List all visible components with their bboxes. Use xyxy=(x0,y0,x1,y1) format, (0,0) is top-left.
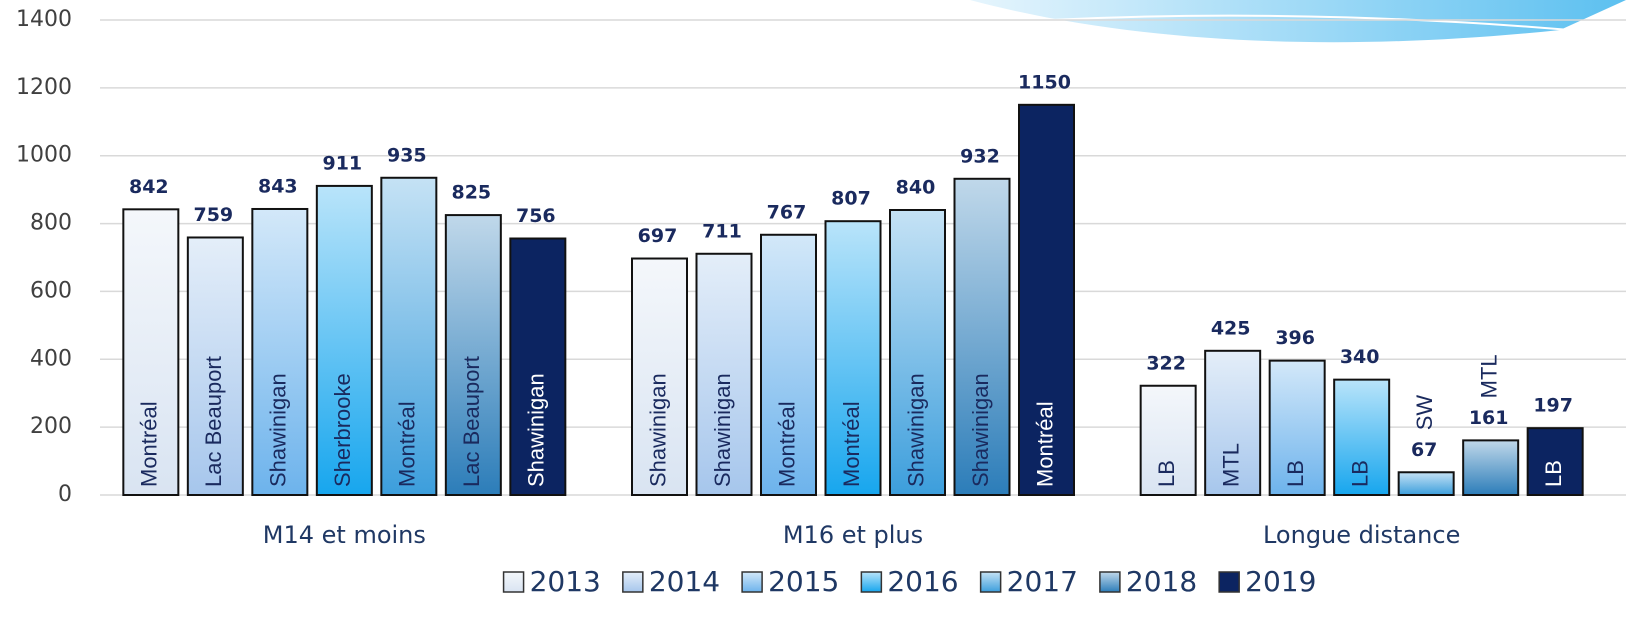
bar-label: MTL xyxy=(1476,354,1501,398)
value-label: 161 xyxy=(1469,407,1509,429)
legend-swatch xyxy=(741,571,763,593)
legend-item: 2019 xyxy=(1218,565,1316,598)
bar xyxy=(953,177,1011,497)
bar-label: Lac Beauport xyxy=(459,356,484,487)
value-label: 932 xyxy=(960,145,1000,167)
value-label: 1150 xyxy=(1018,71,1071,93)
x-tick-label: Longue distance xyxy=(1263,521,1460,549)
value-label: 840 xyxy=(896,177,936,199)
decoration xyxy=(970,0,1626,43)
bar-label: Montréal xyxy=(774,401,799,487)
bar xyxy=(186,236,244,496)
legend-swatch xyxy=(1099,571,1121,593)
bar-label: Shawinigan xyxy=(524,373,549,487)
y-tick-label: 600 xyxy=(30,278,72,303)
value-label: 67 xyxy=(1411,439,1437,461)
value-label: 425 xyxy=(1211,317,1251,339)
bar-label: Shawinigan xyxy=(266,373,291,487)
value-label: 842 xyxy=(129,176,169,198)
decoration xyxy=(1049,14,1626,36)
bar-label: LB xyxy=(1347,460,1372,487)
legend-swatch xyxy=(1218,571,1240,593)
value-label: 197 xyxy=(1533,395,1573,417)
legend-item: 2015 xyxy=(741,565,839,598)
bar-label: Shawinigan xyxy=(968,373,993,487)
legend-item: 2018 xyxy=(1099,565,1197,598)
bar xyxy=(1139,384,1197,496)
y-tick-label: 800 xyxy=(30,211,72,236)
bar-label: Montréal xyxy=(1032,401,1057,487)
legend-swatch xyxy=(860,571,883,593)
bar xyxy=(380,176,438,496)
value-label: 935 xyxy=(387,144,427,166)
bar xyxy=(122,208,180,496)
bar xyxy=(1397,471,1455,496)
value-label: 843 xyxy=(258,175,298,197)
y-tick-label: 0 xyxy=(58,482,72,507)
value-label: 340 xyxy=(1340,346,1380,368)
bar xyxy=(824,220,882,496)
legend-label: 2015 xyxy=(768,565,839,598)
bar xyxy=(1018,103,1075,496)
legend-swatch xyxy=(502,571,525,593)
bar-label: Shawinigan xyxy=(710,373,735,487)
bar xyxy=(1268,359,1326,496)
legend-item: 2014 xyxy=(622,565,720,598)
legend-item: 2013 xyxy=(502,565,601,598)
bar-label: SW xyxy=(1412,395,1437,431)
bar xyxy=(1204,349,1262,496)
bar xyxy=(760,233,817,496)
bar xyxy=(1526,427,1584,496)
legend-label: 2013 xyxy=(530,565,601,598)
value-label: 322 xyxy=(1146,352,1186,374)
legend-label: 2016 xyxy=(887,565,958,598)
legend-item: 2017 xyxy=(979,565,1078,598)
value-label: 807 xyxy=(831,188,871,210)
y-tick-label: 1400 xyxy=(16,7,72,32)
y-tick-label: 1000 xyxy=(16,143,72,168)
bar-label: Montréal xyxy=(395,401,420,487)
value-label: 396 xyxy=(1275,327,1315,349)
bar-label: LB xyxy=(1541,460,1566,487)
bar xyxy=(889,209,946,496)
value-label: 767 xyxy=(767,201,807,223)
value-label: 911 xyxy=(322,152,362,174)
bar-label: MTL xyxy=(1218,443,1243,487)
bar-label: Sherbrooke xyxy=(330,373,355,487)
legend-label: 2014 xyxy=(649,565,720,598)
value-label: 825 xyxy=(451,182,491,204)
bar xyxy=(1462,439,1520,496)
legend-swatch xyxy=(622,571,644,593)
value-label: 697 xyxy=(638,225,678,247)
y-tick-label: 400 xyxy=(30,346,72,371)
legend-label: 2018 xyxy=(1126,565,1197,598)
bar-label: Shawinigan xyxy=(903,373,928,487)
bar xyxy=(631,257,688,496)
bar xyxy=(695,252,753,496)
legend-item: 2016 xyxy=(860,565,959,598)
bar-label: Montréal xyxy=(137,401,162,487)
x-tick-label: M14 et moins xyxy=(263,521,426,549)
bar xyxy=(509,237,567,496)
bar-label: LB xyxy=(1283,460,1308,487)
bar xyxy=(251,207,309,496)
bar-label: Shawinigan xyxy=(645,373,670,487)
value-label: 756 xyxy=(516,205,556,227)
y-tick-label: 200 xyxy=(30,414,72,439)
bar xyxy=(444,214,502,496)
value-label: 759 xyxy=(193,204,233,226)
y-tick-label: 1200 xyxy=(16,75,72,100)
bar xyxy=(315,184,373,497)
bar-label: Montréal xyxy=(839,401,864,487)
legend-swatch xyxy=(979,571,1002,593)
value-label: 711 xyxy=(702,220,742,242)
bar-label: Lac Beauport xyxy=(201,356,226,487)
bar-label: LB xyxy=(1154,460,1179,487)
legend-label: 2017 xyxy=(1007,565,1078,598)
x-tick-label: M16 et plus xyxy=(783,521,923,549)
bar xyxy=(1333,378,1391,496)
legend-label: 2019 xyxy=(1245,565,1316,598)
